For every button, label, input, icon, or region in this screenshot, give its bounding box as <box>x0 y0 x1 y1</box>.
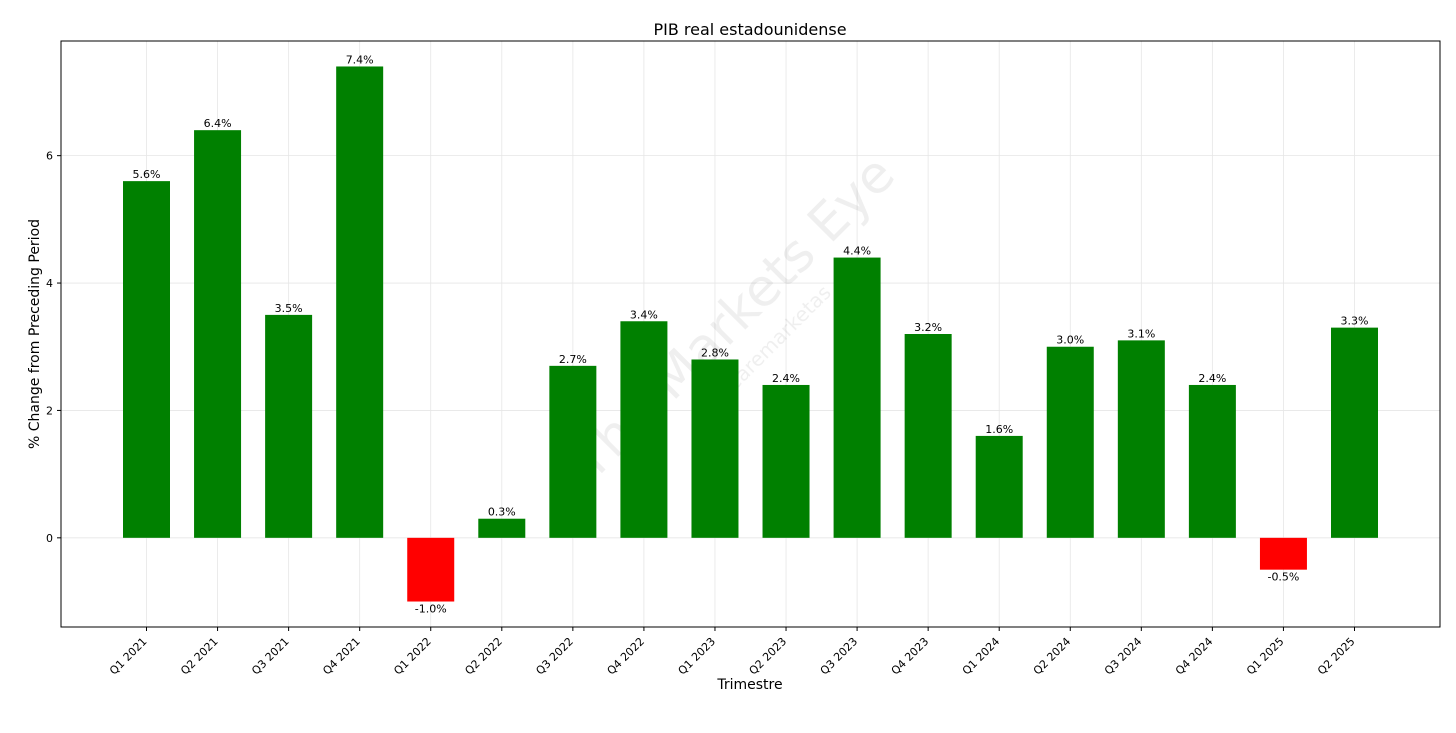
bar-q4-2022 <box>620 321 668 538</box>
x-tick-label: Q3 2023 <box>818 635 861 678</box>
bar-q2-2021 <box>194 130 242 538</box>
bar-q1-2024 <box>975 435 1023 538</box>
bar-q1-2021 <box>123 181 170 538</box>
bars <box>123 66 1378 602</box>
y-axis-label: % Change from Preceding Period <box>27 219 43 449</box>
x-tick-label: Q1 2022 <box>391 635 434 678</box>
data-label: 3.3% <box>1341 315 1369 328</box>
data-label: 6.4% <box>204 117 232 130</box>
x-tick-label: Q4 2023 <box>889 635 932 678</box>
y-tick-label: 6 <box>46 150 53 163</box>
bar-q1-2022 <box>407 537 455 602</box>
x-tick-label: Q2 2022 <box>462 635 505 678</box>
data-label: 7.4% <box>346 53 374 66</box>
x-tick-label: Q3 2024 <box>1102 635 1145 678</box>
data-label: 5.6% <box>133 168 161 181</box>
chart-title: PIB real estadounidense <box>653 20 846 39</box>
x-tick-label: Q2 2021 <box>178 635 221 678</box>
x-tick-label: Q1 2025 <box>1244 635 1287 678</box>
x-tick-label: Q4 2021 <box>320 635 363 678</box>
data-label: 2.4% <box>1198 372 1226 385</box>
data-label: 3.0% <box>1056 334 1084 347</box>
data-label: 3.1% <box>1127 327 1155 340</box>
y-tick-label: 4 <box>46 277 53 290</box>
data-label: -0.5% <box>1267 571 1299 584</box>
bar-q3-2024 <box>1117 340 1165 538</box>
x-axis: Q1 2021 Q2 2021 Q3 2021 Q4 2021 Q1 2022 Q2 20… <box>107 627 1358 677</box>
bar-q2-2025 <box>1331 327 1378 538</box>
x-tick-label: Q2 2023 <box>747 635 790 678</box>
x-tick-label: Q2 2024 <box>1031 635 1074 678</box>
bar-q3-2022 <box>549 365 597 538</box>
data-label: 3.5% <box>275 302 303 315</box>
x-tick-label: Q1 2023 <box>676 635 719 678</box>
bar-q4-2024 <box>1188 384 1236 538</box>
y-tick-label: 2 <box>46 404 53 417</box>
data-label: 2.7% <box>559 353 587 366</box>
x-tick-label: Q4 2024 <box>1173 635 1216 678</box>
data-label: 3.4% <box>630 308 658 321</box>
bar-q2-2023 <box>762 384 810 538</box>
y-tick-label: 0 <box>46 532 53 545</box>
plot-frame <box>60 40 1441 628</box>
data-label: 0.3% <box>488 506 516 519</box>
bar-q2-2022 <box>478 518 526 538</box>
data-label: 3.2% <box>914 321 942 334</box>
data-label: 2.4% <box>772 372 800 385</box>
data-labels: 5.6% 6.4% 3.5% 7.4% -1.0% 0.3% 2.7% 3.4% 2.8% 2.4… <box>133 53 1369 615</box>
bar-q1-2025 <box>1259 537 1307 570</box>
bar-q1-2023 <box>691 359 739 538</box>
x-tick-label: Q1 2021 <box>107 635 150 678</box>
y-axis: 0 2 4 6 <box>46 150 61 545</box>
bar-q4-2023 <box>904 334 952 538</box>
data-label: 4.4% <box>843 245 871 258</box>
data-label: 1.6% <box>985 423 1013 436</box>
x-tick-label: Q1 2024 <box>960 635 1003 678</box>
x-tick-label: Q4 2022 <box>604 635 647 678</box>
data-label: -1.0% <box>415 603 447 616</box>
x-axis-label: Trimestre <box>716 677 782 693</box>
data-label: 2.8% <box>701 346 729 359</box>
x-tick-label: Q2 2025 <box>1315 635 1358 678</box>
bar-q4-2021 <box>336 66 384 538</box>
x-tick-label: Q3 2021 <box>249 635 292 678</box>
x-tick-label: Q3 2022 <box>533 635 576 678</box>
bar-q3-2023 <box>833 257 881 538</box>
bar-q3-2021 <box>265 314 313 538</box>
bar-q2-2024 <box>1046 346 1094 538</box>
